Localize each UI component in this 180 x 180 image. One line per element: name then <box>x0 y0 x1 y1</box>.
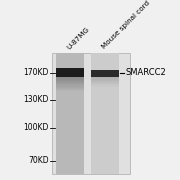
Bar <box>52 53 130 174</box>
Bar <box>56 87 84 88</box>
Text: 70KD: 70KD <box>28 156 49 165</box>
Bar <box>56 78 84 80</box>
Bar <box>56 86 84 87</box>
Bar <box>56 81 84 82</box>
Bar <box>56 90 84 91</box>
Bar <box>56 80 84 81</box>
Bar <box>56 83 84 84</box>
Bar <box>91 86 119 87</box>
Text: Mouse spinal cord: Mouse spinal cord <box>101 0 151 50</box>
Bar <box>56 84 84 86</box>
Text: 100KD: 100KD <box>24 123 49 132</box>
Bar <box>91 82 119 83</box>
Bar <box>91 83 119 84</box>
Bar <box>91 81 119 82</box>
Bar <box>56 89 84 90</box>
Bar <box>56 88 84 89</box>
Bar <box>91 53 119 174</box>
Bar <box>56 82 84 83</box>
Bar <box>56 53 84 174</box>
Bar <box>91 84 119 86</box>
Text: 130KD: 130KD <box>24 95 49 104</box>
Text: 170KD: 170KD <box>24 68 49 77</box>
Bar <box>56 68 84 77</box>
Text: U-87MG: U-87MG <box>66 26 91 50</box>
Bar <box>91 80 119 81</box>
Bar <box>91 70 119 77</box>
Bar <box>91 77 119 78</box>
Bar <box>56 77 84 78</box>
Bar <box>91 78 119 80</box>
Text: SMARCC2: SMARCC2 <box>125 68 166 77</box>
